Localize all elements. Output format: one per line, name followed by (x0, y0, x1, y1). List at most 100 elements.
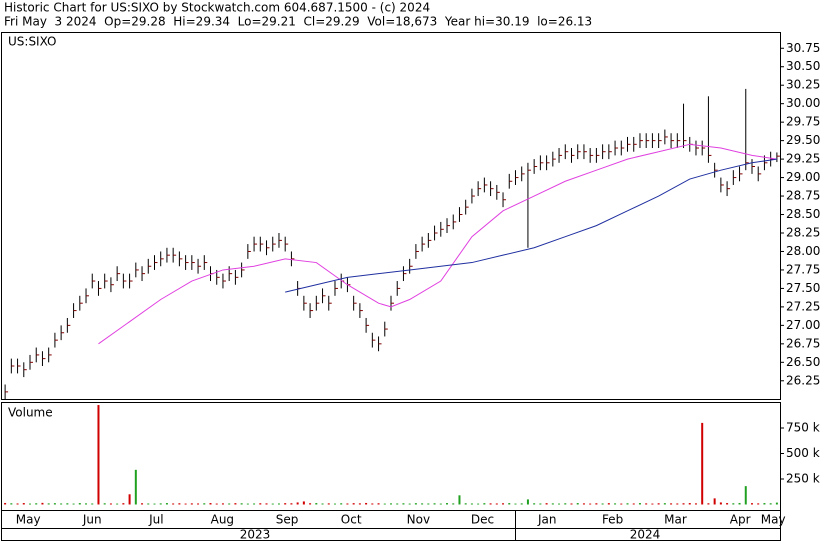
volume-bar (315, 503, 318, 505)
volume-bar (701, 422, 704, 505)
volume-bar (452, 503, 455, 505)
volume-bar (358, 503, 361, 505)
volume-bar (595, 503, 598, 505)
y-tick-label: 30.00 (786, 96, 820, 110)
volume-bar (78, 503, 81, 505)
volume-bar (564, 503, 567, 505)
volume-bar (707, 503, 710, 505)
y-tick-label: 250 k (786, 471, 820, 485)
volume-bar (520, 503, 523, 505)
volume-bar (446, 503, 449, 505)
volume-bar (128, 494, 131, 505)
volume-bar (172, 503, 175, 505)
x-tick-label: Feb (602, 513, 623, 527)
volume-bar (558, 503, 561, 505)
volume-bar (383, 503, 386, 505)
x-tick-label: Nov (407, 513, 430, 527)
volume-bar (165, 503, 168, 505)
volume-bar (514, 503, 517, 505)
y-tick-label: 27.00 (786, 318, 820, 332)
volume-bar (265, 503, 268, 505)
year-label: 2024 (630, 528, 661, 542)
volume-bar (246, 503, 249, 505)
volume-bar (502, 503, 505, 505)
volume-bar (97, 405, 100, 505)
volume-bar (72, 503, 75, 505)
y-tick-label: 750 k (786, 420, 820, 434)
volume-bar (340, 503, 343, 505)
x-tick-label: Mar (664, 513, 687, 527)
volume-bar (346, 503, 349, 505)
volume-bar (103, 503, 106, 505)
y-tick-label: 29.25 (786, 152, 820, 166)
volume-bar (377, 503, 380, 505)
volume-bar (352, 503, 355, 505)
volume-bar (545, 503, 548, 505)
y-tick-label: 30.75 (786, 41, 820, 55)
symbol-label: US:SIXO (8, 35, 57, 49)
volume-bar (508, 503, 511, 505)
x-tick-label: May (16, 513, 41, 527)
volume-bar (495, 503, 498, 505)
volume-bar (750, 503, 753, 505)
volume-bar (41, 502, 44, 505)
volume-bar (333, 503, 336, 505)
volume-bar (744, 486, 747, 505)
volume-bar (414, 503, 417, 505)
volume-bar (159, 503, 162, 505)
volume-bar (458, 495, 461, 505)
volume-bar (221, 503, 224, 505)
volume-bar (390, 503, 392, 505)
volume-bar (489, 503, 492, 505)
volume-bar (726, 503, 729, 505)
volume-bar (116, 503, 119, 505)
volume-bar (477, 503, 480, 505)
volume-bar (775, 502, 778, 505)
chart-title: Historic Chart for US:SIXO by Stockwatch… (4, 1, 430, 15)
volume-bar (321, 503, 324, 505)
x-tick-label: May (761, 513, 786, 527)
volume-bar (16, 503, 19, 505)
volume-bar (190, 503, 193, 505)
volume-bar (570, 503, 573, 505)
volume-bar (576, 503, 579, 505)
volume-bar (539, 503, 542, 505)
moving-average (98, 143, 777, 345)
volume-bar (327, 503, 330, 505)
volume-bar (632, 503, 635, 505)
volume-bar (526, 499, 529, 505)
y-tick-label: 28.50 (786, 207, 820, 221)
volume-bar (66, 503, 69, 505)
volume-bar (601, 503, 604, 505)
volume-bar (309, 503, 312, 505)
volume-bar (663, 503, 666, 505)
y-tick-label: 27.75 (786, 262, 820, 276)
volume-bar (228, 503, 231, 505)
volume-bar (302, 501, 305, 505)
y-tick-label: 30.50 (786, 59, 820, 73)
y-tick-label: 26.50 (786, 355, 820, 369)
volume-bar (153, 503, 156, 505)
x-tick-label: Jun (82, 513, 102, 527)
chart-subtitle: Fri May 3 2024 Op=29.28 Hi=29.34 Lo=29.2… (4, 15, 592, 29)
volume-bar (470, 503, 473, 505)
volume-bar (657, 503, 660, 505)
volume-bar (582, 503, 585, 505)
volume-bar (483, 503, 486, 505)
volume-bar (670, 503, 673, 505)
volume-bar (197, 503, 200, 505)
volume-bar (203, 503, 206, 505)
volume-bar (277, 503, 280, 505)
volume-bar (408, 503, 411, 505)
volume-bar (29, 503, 32, 505)
x-tick-label: Oct (341, 513, 362, 527)
volume-label: Volume (8, 406, 53, 420)
volume-bar (215, 503, 218, 505)
x-axis-box (1, 510, 781, 541)
volume-bar (694, 503, 697, 505)
volume-bar (551, 503, 554, 505)
volume-bar (638, 503, 641, 505)
x-tick-label: Apr (730, 513, 751, 527)
volume-bar (91, 503, 94, 505)
volume-bar (614, 503, 617, 505)
